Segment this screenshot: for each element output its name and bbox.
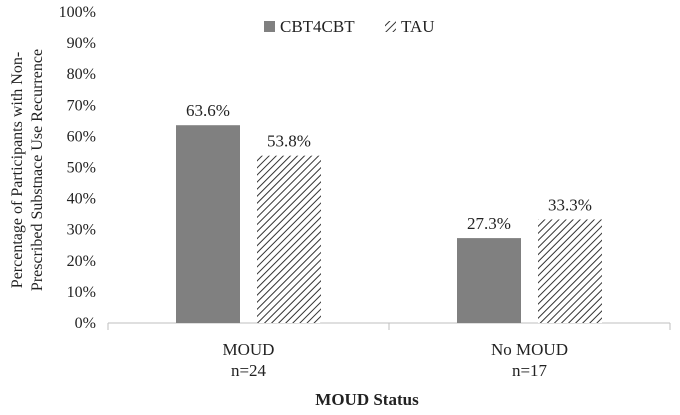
legend-swatch <box>264 21 275 32</box>
y-tick-label: 40% <box>67 191 96 208</box>
data-labels: 63.6% 27.3% 53.8% 33.3% <box>186 101 592 233</box>
y-tick-label: 20% <box>67 253 96 270</box>
legend-swatch <box>385 21 396 32</box>
x-axis-label: MOUD Status <box>315 390 419 409</box>
y-axis-label-line-2: Prescribed Substnace Use Recurrence <box>29 49 46 291</box>
y-tick-label: 70% <box>67 97 96 114</box>
data-label: 33.3% <box>548 195 592 214</box>
y-tick-label: 60% <box>67 128 96 145</box>
bar-cbt4cbt-0 <box>176 125 240 323</box>
data-label: 27.3% <box>467 214 511 233</box>
legend-label: CBT4CBT <box>280 17 355 36</box>
category-label: No MOUD <box>491 340 568 359</box>
category-sample-size: n=17 <box>512 361 548 380</box>
y-tick-label: 0% <box>75 315 96 332</box>
bar-cbt4cbt-1 <box>457 238 521 323</box>
category-label: MOUD <box>223 340 275 359</box>
bar-tau-0 <box>257 155 321 323</box>
y-tick-label: 80% <box>67 66 96 83</box>
y-tick-label: 90% <box>67 35 96 52</box>
bar-tau-1 <box>538 219 602 323</box>
y-tick-label: 10% <box>67 284 96 301</box>
axes: 0% 10% 20% 30% 40% 50% 60% 70% 80% 90% 100% MOUD n=2… <box>59 4 671 380</box>
legend: CBT4CBT TAU <box>264 17 435 36</box>
legend-label: TAU <box>401 17 435 36</box>
data-label: 63.6% <box>186 101 230 120</box>
data-label: 53.8% <box>267 132 311 151</box>
bars <box>176 125 602 323</box>
y-tick-label: 30% <box>67 222 96 239</box>
category-sample-size: n=24 <box>231 361 267 380</box>
y-axis-label-line-1: Percentage of Participants with Non- <box>9 52 26 288</box>
y-tick-label: 50% <box>67 160 96 177</box>
y-tick-label: 100% <box>59 4 96 21</box>
